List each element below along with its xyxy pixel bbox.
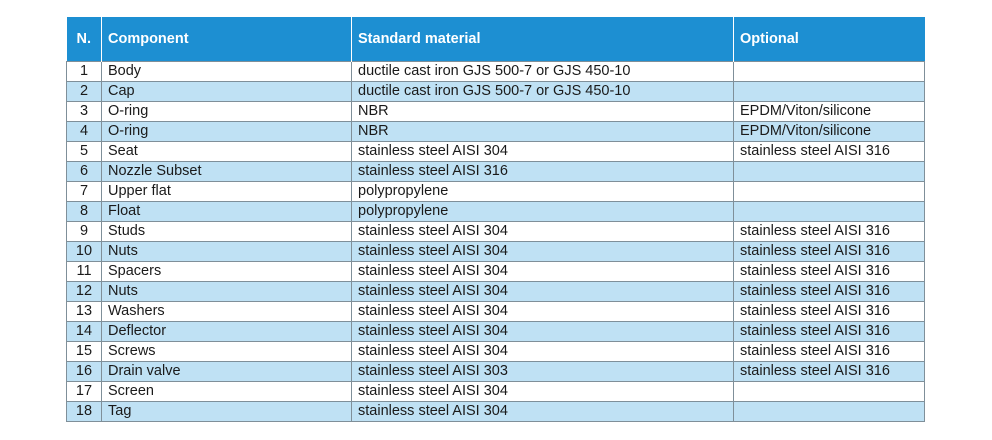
cell-optional <box>733 81 925 102</box>
cell-component: Upper flat <box>101 181 352 202</box>
cell-standard-material: stainless steel AISI 304 <box>351 301 734 322</box>
cell-component: Nuts <box>101 281 352 302</box>
cell-standard-material: stainless steel AISI 304 <box>351 281 734 302</box>
cell-standard-material: stainless steel AISI 304 <box>351 341 734 362</box>
table-row: 12 Nuts stainless steel AISI 304 stainless … <box>66 281 925 302</box>
table-row: 6 Nozzle Subset stainless steel AISI 316 <box>66 161 925 182</box>
cell-standard-material: NBR <box>351 121 734 142</box>
cell-number: 9 <box>66 221 102 242</box>
cell-optional: stainless steel AISI 316 <box>733 341 925 362</box>
cell-standard-material: stainless steel AISI 304 <box>351 381 734 402</box>
cell-optional: stainless steel AISI 316 <box>733 261 925 282</box>
materials-table: N. Component Standard material Optional … <box>66 17 925 422</box>
cell-number: 13 <box>66 301 102 322</box>
cell-component: Drain valve <box>101 361 352 382</box>
cell-optional <box>733 161 925 182</box>
cell-number: 10 <box>66 241 102 262</box>
table-header: N. Component Standard material Optional <box>66 17 925 62</box>
table-row: 13 Washers stainless steel AISI 304 stainle… <box>66 301 925 322</box>
cell-optional: stainless steel AISI 316 <box>733 221 925 242</box>
cell-component: O-ring <box>101 121 352 142</box>
table-row: 9 Studs stainless steel AISI 304 stainless … <box>66 221 925 242</box>
cell-number: 17 <box>66 381 102 402</box>
table-row: 2 Cap ductile cast iron GJS 500-7 or GJS 4… <box>66 81 925 102</box>
header-optional: Optional <box>733 17 925 62</box>
table-row: 17 Screen stainless steel AISI 304 <box>66 381 925 402</box>
cell-standard-material: ductile cast iron GJS 500-7 or GJS 450-1… <box>351 61 734 82</box>
cell-number: 2 <box>66 81 102 102</box>
cell-standard-material: NBR <box>351 101 734 122</box>
cell-standard-material: polypropylene <box>351 181 734 202</box>
cell-number: 12 <box>66 281 102 302</box>
cell-component: Deflector <box>101 321 352 342</box>
cell-standard-material: stainless steel AISI 304 <box>351 401 734 422</box>
cell-component: Cap <box>101 81 352 102</box>
table-row: 5 Seat stainless steel AISI 304 stainless s… <box>66 141 925 162</box>
cell-number: 11 <box>66 261 102 282</box>
cell-standard-material: stainless steel AISI 304 <box>351 261 734 282</box>
cell-standard-material: ductile cast iron GJS 500-7 or GJS 450-1… <box>351 81 734 102</box>
cell-number: 1 <box>66 61 102 82</box>
cell-optional <box>733 181 925 202</box>
cell-component: O-ring <box>101 101 352 122</box>
cell-number: 16 <box>66 361 102 382</box>
table-row: 8 Float polypropylene <box>66 201 925 222</box>
cell-component: Float <box>101 201 352 222</box>
header-component: Component <box>101 17 352 62</box>
cell-optional: stainless steel AISI 316 <box>733 141 925 162</box>
table-row: 7 Upper flat polypropylene <box>66 181 925 202</box>
header-row: N. Component Standard material Optional <box>66 17 925 62</box>
cell-component: Nuts <box>101 241 352 262</box>
cell-component: Spacers <box>101 261 352 282</box>
cell-standard-material: stainless steel AISI 304 <box>351 221 734 242</box>
cell-number: 14 <box>66 321 102 342</box>
cell-standard-material: polypropylene <box>351 201 734 222</box>
cell-number: 7 <box>66 181 102 202</box>
cell-number: 18 <box>66 401 102 422</box>
header-number: N. <box>66 17 102 62</box>
cell-number: 8 <box>66 201 102 222</box>
cell-optional <box>733 381 925 402</box>
cell-optional <box>733 401 925 422</box>
table-row: 4 O-ring NBR EPDM/Viton/silicone <box>66 121 925 142</box>
table-row: 16 Drain valve stainless steel AISI 303 sta… <box>66 361 925 382</box>
table-row: 14 Deflector stainless steel AISI 304 stain… <box>66 321 925 342</box>
cell-component: Washers <box>101 301 352 322</box>
cell-component: Screws <box>101 341 352 362</box>
cell-optional: EPDM/Viton/silicone <box>733 101 925 122</box>
cell-optional: stainless steel AISI 316 <box>733 281 925 302</box>
table-row: 11 Spacers stainless steel AISI 304 stainle… <box>66 261 925 282</box>
header-standard-material: Standard material <box>351 17 734 62</box>
cell-number: 5 <box>66 141 102 162</box>
cell-optional: stainless steel AISI 316 <box>733 301 925 322</box>
cell-number: 15 <box>66 341 102 362</box>
table-row: 10 Nuts stainless steel AISI 304 stainless … <box>66 241 925 262</box>
cell-optional: stainless steel AISI 316 <box>733 241 925 262</box>
cell-optional: stainless steel AISI 316 <box>733 361 925 382</box>
cell-component: Body <box>101 61 352 82</box>
table-row: 18 Tag stainless steel AISI 304 <box>66 401 925 422</box>
cell-standard-material: stainless steel AISI 304 <box>351 241 734 262</box>
cell-optional: stainless steel AISI 316 <box>733 321 925 342</box>
cell-number: 3 <box>66 101 102 122</box>
table-row: 15 Screws stainless steel AISI 304 stainles… <box>66 341 925 362</box>
cell-number: 4 <box>66 121 102 142</box>
cell-optional <box>733 61 925 82</box>
cell-component: Studs <box>101 221 352 242</box>
table-row: 3 O-ring NBR EPDM/Viton/silicone <box>66 101 925 122</box>
cell-standard-material: stainless steel AISI 304 <box>351 141 734 162</box>
cell-optional <box>733 201 925 222</box>
cell-standard-material: stainless steel AISI 304 <box>351 321 734 342</box>
cell-component: Tag <box>101 401 352 422</box>
cell-number: 6 <box>66 161 102 182</box>
table-row: 1 Body ductile cast iron GJS 500-7 or GJS … <box>66 61 925 82</box>
cell-standard-material: stainless steel AISI 316 <box>351 161 734 182</box>
cell-component: Nozzle Subset <box>101 161 352 182</box>
table-body: 1 Body ductile cast iron GJS 500-7 or GJS … <box>66 61 925 422</box>
cell-component: Seat <box>101 141 352 162</box>
cell-standard-material: stainless steel AISI 303 <box>351 361 734 382</box>
cell-optional: EPDM/Viton/silicone <box>733 121 925 142</box>
cell-component: Screen <box>101 381 352 402</box>
